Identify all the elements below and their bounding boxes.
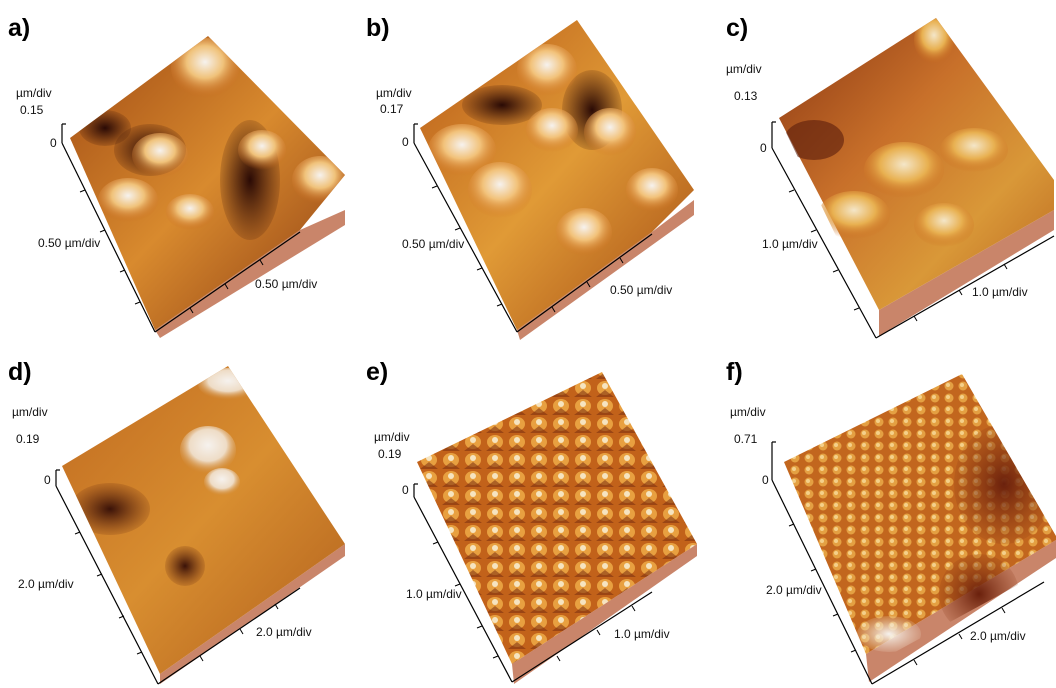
z-axis-max: 0.13 — [734, 89, 758, 103]
z-axis-unit: µm/div — [16, 86, 52, 100]
z-axis-max: 0.17 — [380, 102, 404, 116]
z-axis-unit: µm/div — [726, 62, 762, 76]
afm-panel-b: b) — [352, 0, 702, 344]
z-axis-unit: µm/div — [376, 86, 412, 100]
afm-panel-d: d) — [0, 344, 350, 688]
afm-surface-plot: µm/div 0.15 0 0.50 µm/div 0.50 µm/div — [16, 36, 345, 338]
surface-base-front — [879, 210, 1054, 336]
y-axis-label: 2.0 µm/div — [766, 583, 822, 597]
afm-surface-plot: µm/div 0.19 0 2.0 µm/div 2.0 µm/div — [12, 366, 345, 685]
afm-surface-plot: µm/div 0.13 0 1.0 µm/div 1.0 µm/div — [726, 18, 1055, 339]
z-axis-unit: µm/div — [730, 405, 766, 419]
surface-base-front — [512, 544, 697, 684]
z-axis-max: 0.19 — [16, 432, 40, 446]
z-axis-unit: µm/div — [12, 405, 48, 419]
surface-top — [70, 36, 345, 330]
panel-label: a) — [8, 14, 31, 42]
z-axis-zero: 0 — [402, 135, 409, 149]
x-axis-label: 1.0 µm/div — [972, 285, 1028, 299]
surface-base-front — [160, 544, 345, 684]
x-axis-label: 0.50 µm/div — [255, 277, 317, 291]
panel-label: e) — [366, 358, 389, 386]
x-axis-label: 0.50 µm/div — [610, 283, 672, 297]
surface-top — [62, 366, 345, 674]
x-axis-label: 2.0 µm/div — [256, 625, 312, 639]
panel-label: d) — [8, 358, 32, 386]
afm-panel-c: c) — [704, 0, 1055, 344]
z-axis-zero: 0 — [44, 473, 51, 487]
z-axis-max: 0.19 — [378, 447, 402, 461]
afm-surface-plot: µm/div 0.17 0 0.50 µm/div 0.50 µm/div — [376, 20, 694, 340]
surface-top — [417, 372, 697, 664]
afm-panel-f: f) — [704, 344, 1056, 688]
z-axis-zero: 0 — [760, 141, 767, 155]
y-axis-label: 1.0 µm/div — [406, 587, 462, 601]
z-axis-zero: 0 — [50, 136, 57, 150]
afm-panel-e: e) µm/div 0.19 0 1.0 µm/div — [352, 344, 702, 688]
z-axis-unit: µm/div — [374, 430, 410, 444]
z-axis-max: 0.71 — [734, 432, 758, 446]
z-axis-zero: 0 — [402, 483, 409, 497]
panel-label: c) — [726, 14, 749, 42]
afm-panel-a: a) — [0, 0, 350, 344]
y-axis-label: 0.50 µm/div — [38, 236, 100, 250]
y-axis-label: 1.0 µm/div — [762, 237, 818, 251]
z-axis-max: 0.15 — [20, 103, 44, 117]
y-axis-label: 0.50 µm/div — [402, 237, 464, 251]
afm-surface-plot: µm/div 0.71 0 2.0 µm/div 2.0 µm/div — [730, 374, 1056, 685]
surface-base-front — [155, 210, 345, 338]
afm-surface-plot: µm/div 0.19 0 1.0 µm/div 1.0 µm/div — [374, 372, 697, 684]
x-axis-label: 1.0 µm/div — [614, 627, 670, 641]
z-axis-zero: 0 — [762, 473, 769, 487]
x-axis-label: 2.0 µm/div — [970, 629, 1026, 643]
panel-label: f) — [726, 358, 743, 386]
panel-label: b) — [366, 14, 390, 42]
y-axis-label: 2.0 µm/div — [18, 577, 74, 591]
